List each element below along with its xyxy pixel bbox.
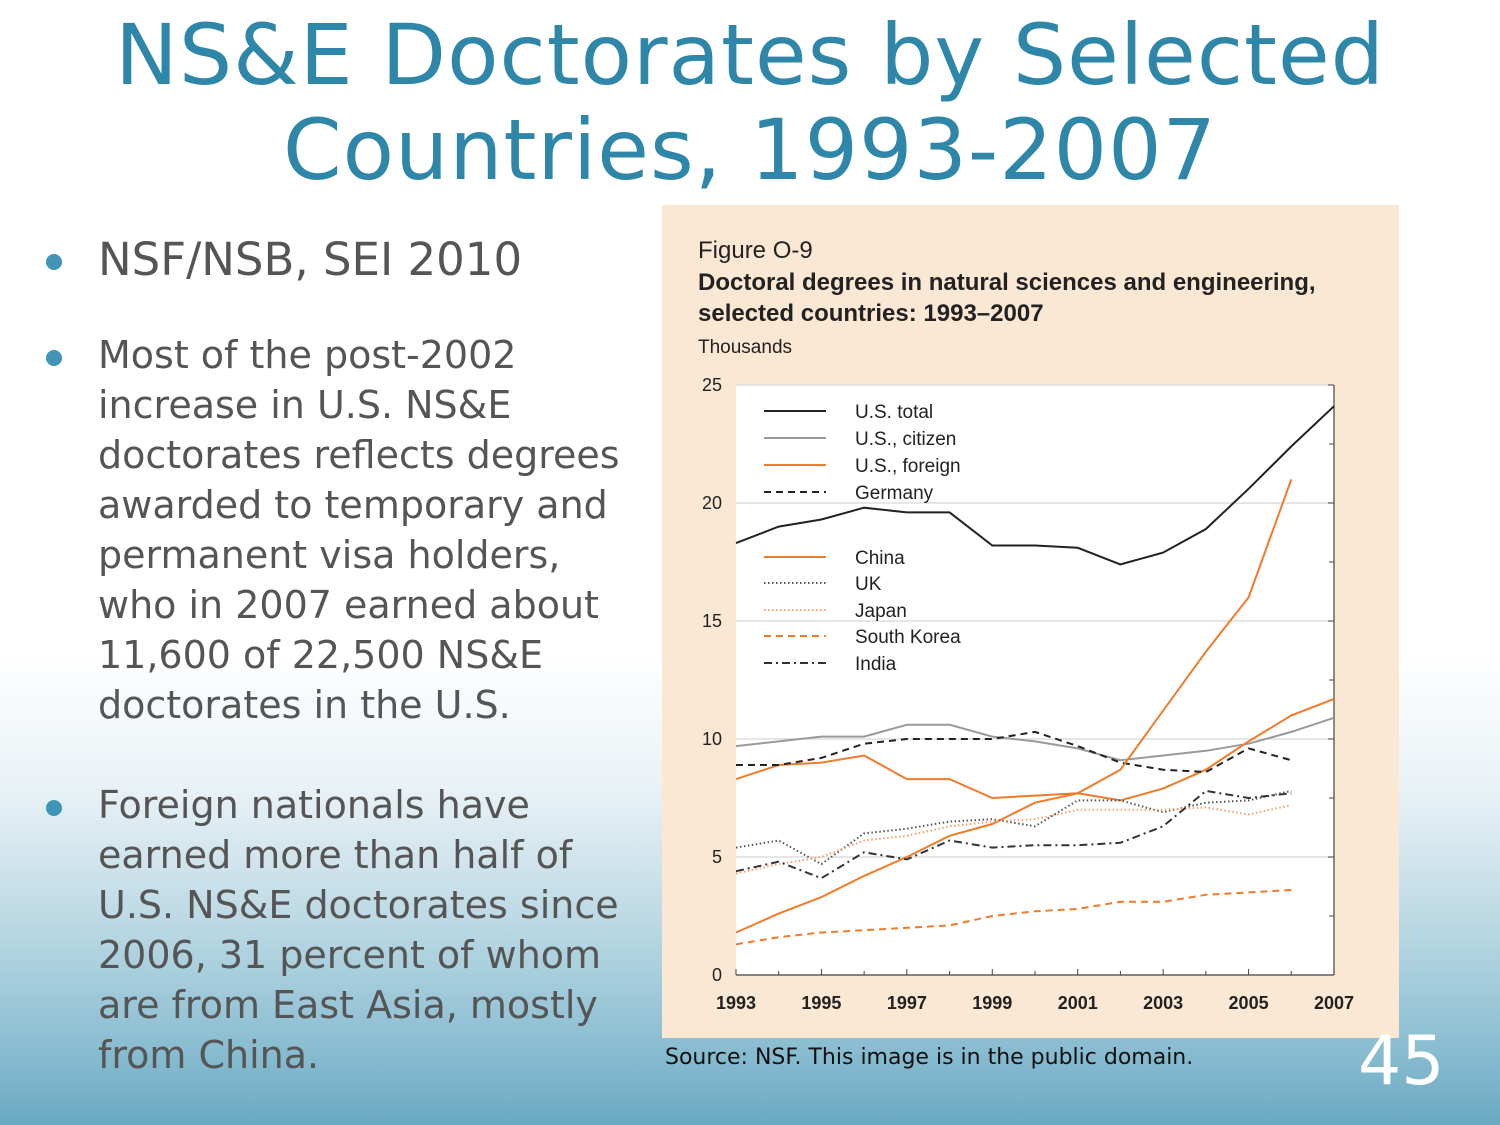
series-line-china [735,479,1293,934]
bullet-item: Foreign nationals have earned more than … [40,780,640,1080]
slide-title: NS&E Doctorates by Selected Countries, 1… [0,8,1500,198]
bullet-dot-icon [46,350,62,366]
bullet-item: NSF/NSB, SEI 2010 [40,230,640,290]
legend-label: Germany [855,483,934,504]
legend-label: U.S. total [855,402,933,423]
x-tick-label: 1999 [972,993,1012,1013]
x-tick-label: 1993 [716,993,756,1013]
series-line-germany [736,730,1292,774]
x-tick-label: 1997 [887,993,927,1013]
plot-area [736,385,1334,975]
bullet-dot-icon [46,254,62,270]
y-tick-label: 20 [702,493,722,513]
series-line-india [735,789,1292,880]
legend-label: South Korea [855,627,961,648]
y-tick-label: 10 [702,729,722,749]
bullet-text: Foreign nationals have earned more than … [98,783,619,1077]
line-chart: 0 5 10 15 20 25 1993 1995 1997 1999 2001 2003 2005 20… [702,375,1354,1013]
chart-figure: Figure O-9 Doctoral degrees in natural s… [662,205,1399,1038]
y-axis-label: Thousands [698,337,793,358]
series-line-south-korea [735,889,1292,946]
bullet-text: NSF/NSB, SEI 2010 [98,233,523,286]
series-line-uk [735,789,1292,866]
x-tick-label: 2001 [1058,993,1098,1013]
x-tick-label: 2003 [1143,993,1183,1013]
slide-title-line-2: Countries, 1993-2007 [282,101,1218,199]
legend-label: China [855,548,905,569]
series-line-u-s-citizen [735,716,1335,762]
legend-label: UK [855,574,882,595]
bullet-list: NSF/NSB, SEI 2010 Most of the post-2002 … [40,230,640,1080]
slide-title-line-1: NS&E Doctorates by Selected [115,6,1385,104]
chart-title: Doctoral degrees in natural sciences and… [698,269,1316,327]
series-line-u-s-total [735,405,1335,566]
bullet-dot-icon [46,800,62,816]
legend-label: Japan [855,601,907,622]
source-caption: Source: NSF. This image is in the public… [665,1045,1194,1070]
page-number: 45 [1358,1022,1445,1101]
y-tick-label: 25 [702,375,722,395]
x-tick-label: 2005 [1229,993,1269,1013]
series-line-u-s-foreign [735,697,1335,802]
legend-label: India [855,654,897,675]
y-tick-label: 0 [712,965,722,985]
bullet-text: Most of the post-2002 increase in U.S. N… [98,333,620,727]
legend-label: U.S., foreign [855,456,961,477]
y-tick-label: 15 [702,611,722,631]
x-tick-label: 2007 [1314,993,1354,1013]
x-tick-label: 1995 [801,993,841,1013]
figure-label: Figure O-9 [698,237,813,264]
legend-label: U.S., citizen [855,429,956,450]
y-tick-label: 5 [712,847,722,867]
bullet-item: Most of the post-2002 increase in U.S. N… [40,330,640,730]
